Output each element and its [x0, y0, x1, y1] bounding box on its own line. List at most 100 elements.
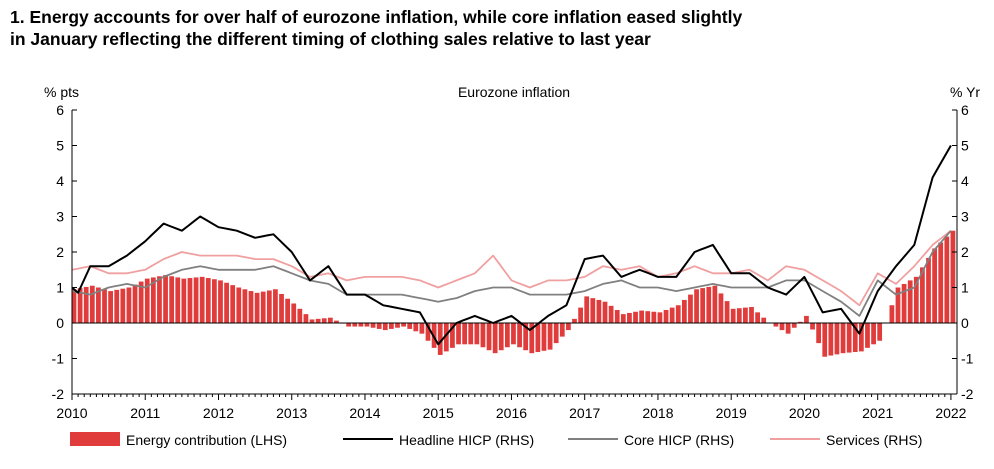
energy-bar: [352, 323, 358, 327]
energy-bar: [840, 323, 846, 354]
energy-bar: [273, 289, 278, 323]
energy-bar: [633, 311, 638, 323]
y-tick-label-right: -1: [961, 351, 974, 367]
energy-bar: [657, 312, 663, 323]
x-tick-label: 2021: [862, 405, 893, 421]
title-line-1: 1. Energy accounts for over half of euro…: [10, 7, 743, 27]
energy-bar: [468, 323, 474, 345]
energy-bar: [865, 323, 870, 348]
y-tick-label-left: 6: [56, 102, 64, 118]
energy-bar: [816, 323, 822, 344]
energy-bar: [675, 305, 681, 323]
right-axis-label: % Yr: [950, 84, 980, 100]
energy-bar: [932, 248, 937, 323]
energy-bar: [822, 323, 828, 357]
energy-bar: [389, 323, 394, 329]
energy-bar: [553, 323, 559, 344]
y-tick-label-left: 2: [56, 244, 64, 260]
x-tick-label: 2017: [569, 405, 600, 421]
energy-bar: [663, 309, 669, 323]
energy-bar: [96, 287, 101, 323]
energy-bar: [852, 323, 858, 352]
y-tick-label-right: -2: [961, 386, 974, 402]
energy-bar: [376, 323, 382, 329]
energy-bar: [413, 323, 419, 332]
energy-bar: [681, 299, 687, 323]
energy-bar: [584, 296, 590, 323]
energy-bar: [163, 275, 168, 323]
y-tick-label-right: 0: [961, 315, 969, 331]
energy-bar: [236, 287, 242, 323]
energy-bar: [535, 323, 541, 352]
energy-bar: [529, 323, 535, 354]
energy-bar: [407, 323, 413, 329]
energy-bar: [627, 312, 632, 323]
energy-bar: [224, 282, 229, 323]
energy-bar: [608, 305, 614, 323]
energy-bar: [804, 315, 809, 323]
energy-bar: [547, 323, 553, 350]
energy-bar: [443, 323, 449, 352]
x-tick-label: 2014: [349, 405, 380, 421]
energy-bar: [382, 323, 388, 331]
energy-bar: [138, 281, 144, 323]
y-tick-label-left: 5: [56, 138, 64, 154]
energy-bar: [755, 312, 760, 323]
y-tick-label-left: 0: [56, 315, 64, 331]
energy-bar: [126, 287, 132, 323]
energy-bar: [871, 323, 876, 345]
x-tick-label: 2015: [423, 405, 454, 421]
title-line-2: in January reflecting the different timi…: [10, 29, 651, 49]
energy-bar: [169, 276, 175, 323]
energy-bar: [71, 289, 77, 323]
energy-bar: [266, 290, 272, 323]
energy-bar: [260, 291, 266, 323]
energy-bar: [401, 323, 406, 327]
energy-bar: [187, 278, 193, 323]
energy-bar: [492, 323, 498, 354]
energy-bar: [425, 323, 431, 341]
services-line: [71, 229, 952, 307]
energy-bar: [193, 277, 199, 323]
legend-energy-label: Energy contribution (LHS): [126, 432, 287, 448]
energy-bar: [620, 314, 626, 323]
energy-bar: [706, 286, 712, 323]
energy-bar: [132, 284, 138, 323]
energy-bar: [602, 301, 608, 323]
energy-bar: [450, 323, 455, 348]
y-tick-label-left: 1: [56, 280, 64, 296]
energy-bar: [212, 279, 217, 323]
x-tick-label: 2018: [642, 405, 673, 421]
energy-bar: [199, 276, 205, 323]
energy-bar: [785, 323, 791, 334]
energy-bar: [590, 298, 596, 323]
energy-bar: [395, 323, 400, 328]
x-tick-label: 2016: [496, 405, 527, 421]
energy-bar: [736, 308, 742, 323]
energy-bar: [700, 288, 706, 323]
energy-bar: [828, 323, 834, 356]
energy-bar: [846, 323, 852, 353]
energy-bar: [248, 291, 254, 323]
energy-bar: [309, 319, 315, 323]
legend-services-label: Services (RHS): [826, 432, 922, 448]
energy-bar: [743, 307, 748, 323]
energy-bar: [218, 280, 223, 323]
y-tick-label-right: 5: [961, 138, 969, 154]
energy-bar: [346, 323, 352, 327]
energy-bar: [334, 320, 339, 323]
energy-bar: [511, 323, 516, 345]
energy-bar: [645, 311, 651, 323]
legend-energy-swatch: [70, 432, 120, 446]
chart-title: Eurozone inflation: [458, 84, 570, 100]
energy-bar: [175, 277, 181, 323]
energy-bar: [303, 314, 309, 323]
energy-bar: [926, 257, 931, 323]
figure-title: 1. Energy accounts for over half of euro…: [10, 6, 985, 50]
energy-bar: [810, 323, 815, 330]
y-tick-label-left: -2: [52, 386, 65, 402]
energy-bar: [462, 323, 468, 345]
energy-bar: [718, 293, 724, 323]
energy-bar: [749, 307, 754, 323]
y-tick-label-right: 3: [961, 209, 969, 225]
